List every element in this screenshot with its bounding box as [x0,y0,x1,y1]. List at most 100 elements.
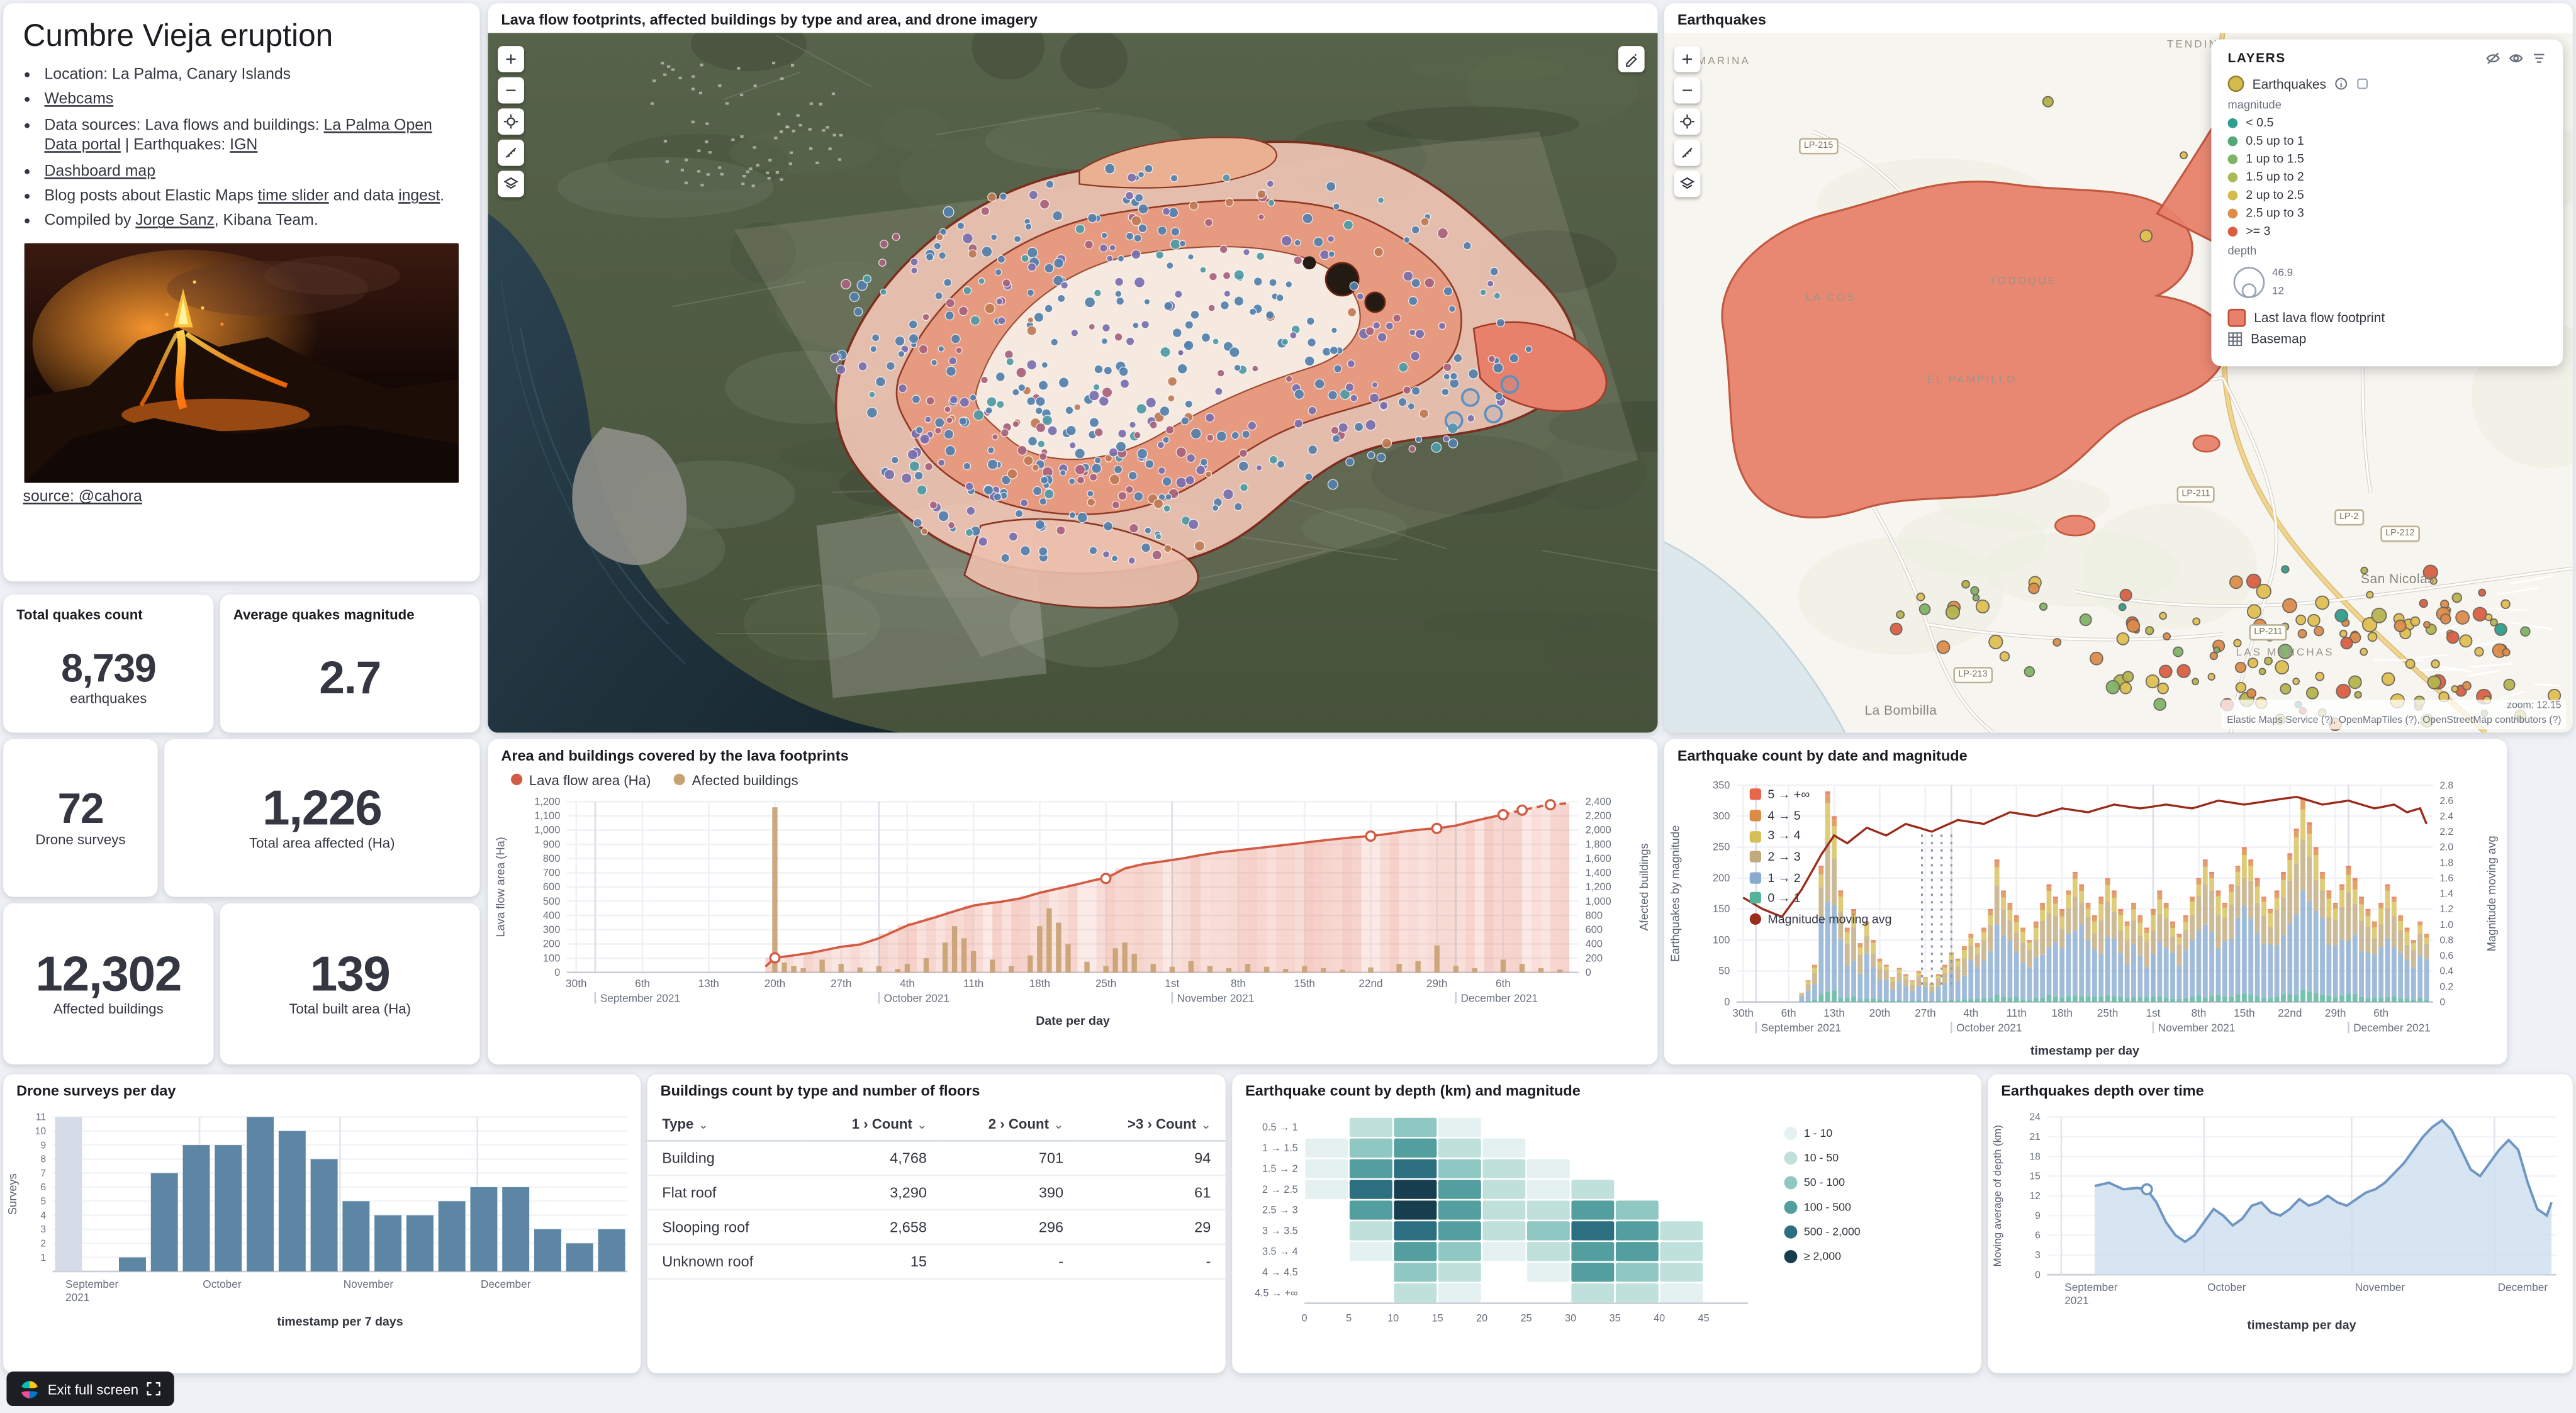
info-text: , Kibana Team. [214,212,318,231]
svg-text:40: 40 [1654,1312,1665,1324]
svg-text:2.8: 2.8 [2439,780,2453,791]
svg-text:12: 12 [2029,1190,2040,1201]
info-text: Data sources: Lava flows and buildings: [44,116,324,135]
legend-label: Afected buildings [692,771,798,788]
info-text: . [440,187,445,206]
edit-tools-icon [1626,53,1637,67]
legend-item[interactable]: Lava flow area (Ha) [511,772,651,788]
legend-item[interactable]: 5 → +∞ [1749,785,1892,804]
photo-source-link[interactable]: source: @cahora [23,488,142,506]
info-link[interactable]: Jorge Sanz [135,212,215,231]
magnitude-label: 0.5 up to 1 [2246,133,2304,148]
table-cell: 2,658 [805,1209,942,1245]
quake-magnitude-chart[interactable]: 0 50 100 150 200 250 300 350 0 0.2 0.4 0.6 0.8 1.0 1.2… [1664,768,2507,1064]
table-header[interactable]: 2 › Count ⌄ [941,1107,1078,1142]
legend-swatch [1749,871,1761,884]
legend-item[interactable]: 1 → 2 [1749,868,1892,887]
layer-checkbox-icon[interactable] [2356,77,2369,91]
table-header[interactable]: Type ⌄ [647,1107,805,1142]
svg-text:4: 4 [40,1210,46,1220]
magnitude-label: 2 up to 2.5 [2246,187,2304,203]
magnitude-class-row: < 0.5 [2227,115,2547,130]
show-layers-icon[interactable] [2509,51,2523,65]
metric-header: Average quakes magnitude [233,606,415,623]
svg-text:900: 900 [543,839,560,850]
table-cell: 29 [1078,1209,1226,1245]
magnitude-swatch [2227,171,2238,182]
map-tools-button[interactable] [1618,46,1645,72]
svg-text:2.0: 2.0 [2439,842,2453,852]
legend-label: Magnitude moving avg [1767,911,1892,926]
svg-text:Magnitude moving avg: Magnitude moving avg [2485,835,2498,951]
measure-button[interactable] [498,139,524,166]
svg-text:50: 50 [1718,965,1730,976]
depth-heatmap-chart[interactable]: 0.5 → 1 1 → 1.5 1.5 → 2 2 → 2.5 2.5 → 3 3 → 3… [1232,1103,1981,1366]
svg-text:1.4: 1.4 [2439,888,2453,899]
svg-text:600: 600 [543,881,560,893]
volcano-photo [23,243,461,484]
exit-fullscreen-button[interactable]: Exit full screen [6,1371,175,1407]
set-view-button[interactable] [1674,108,1701,135]
info-link[interactable]: La Palma Open Data portal [44,116,432,155]
svg-text:2.2: 2.2 [2439,827,2453,837]
table-cell: 94 [1078,1140,1226,1176]
layer-row-basemap[interactable]: Basemap [2228,332,2547,347]
info-link[interactable]: ingest [398,187,440,206]
svg-text:9: 9 [40,1140,46,1151]
table-header[interactable]: >3 › Count ⌄ [1078,1107,1226,1142]
metric-total-area: 1,226 Total area affected (Ha) [164,739,480,897]
zoom-in-button[interactable] [498,46,524,72]
svg-text:6: 6 [40,1182,46,1193]
svg-text:October: October [203,1277,242,1290]
info-icon[interactable] [2334,77,2348,91]
legend-item-moving-avg[interactable]: Magnitude moving avg [1749,910,1892,929]
panel-title: Area and buildings covered by the lava f… [501,747,849,764]
zoom-out-button[interactable] [498,77,524,104]
legend-item[interactable]: 0 → 1 [1749,889,1892,908]
layer-filter-icon[interactable] [2532,51,2546,65]
info-link[interactable]: Webcams [44,91,114,109]
svg-text:2 → 2.5: 2 → 2.5 [1262,1183,1298,1195]
layers-button[interactable] [1674,170,1701,198]
svg-text:November 2021: November 2021 [1177,991,1255,1004]
table-cell: 3,290 [805,1175,942,1210]
legend-item[interactable]: 3 → 4 [1749,827,1892,846]
legend-label: 4 → 5 [1767,807,1801,823]
zoom-in-button[interactable] [1674,46,1701,72]
metric-value: 8,739 [61,646,157,691]
zoom-out-button[interactable] [1674,77,1701,104]
info-link[interactable]: Dashboard map [44,162,156,181]
measure-button[interactable] [1674,139,1701,166]
buildings-table-panel: Buildings count by type and number of fl… [647,1074,1226,1373]
map-zoom-level: zoom: 12.15 [2507,701,2562,712]
svg-text:timestamp per day: timestamp per day [2030,1044,2139,1058]
lava-area-chart[interactable]: 0 100 200 300 400 500 600 700 800 900 1,000 1,100 1,… [488,788,1657,1051]
svg-text:1,800: 1,800 [1586,839,1611,850]
layer-row-lava-footprint[interactable]: Last lava flow footprint [2227,308,2547,327]
svg-text:2,000: 2,000 [1586,824,1611,835]
lava-area-chart-panel: Area and buildings covered by the lava f… [488,739,1658,1064]
svg-text:≥ 2,000: ≥ 2,000 [1804,1249,1841,1262]
layers-panel-title: LAYERS [2227,50,2286,66]
layers-button[interactable] [498,170,524,198]
depth-over-time-panel: Earthquakes depth over time 0 3 6 9 12 15 18 21… [1988,1074,2573,1373]
table-header[interactable]: 1 › Count ⌄ [805,1107,942,1142]
svg-text:timestamp per day: timestamp per day [2248,1318,2356,1332]
legend-item[interactable]: Afected buildings [673,771,798,788]
lava-map-canvas[interactable] [488,33,1658,733]
hide-layers-icon[interactable] [2485,51,2500,65]
legend-item[interactable]: 2 → 3 [1749,847,1892,866]
set-view-button[interactable] [498,108,524,135]
svg-text:22nd: 22nd [1358,977,1382,990]
legend-item[interactable]: 4 → 5 [1749,806,1892,825]
svg-text:13th: 13th [698,977,720,990]
magnitude-label: 2.5 up to 3 [2246,205,2304,220]
legend-label: 0 → 1 [1767,890,1801,905]
info-bullet: Compiled by Jorge Sanz, Kibana Team. [44,213,460,233]
info-link[interactable]: time slider [257,187,329,206]
info-link[interactable]: IGN [230,137,258,155]
layer-row-earthquakes[interactable]: Earthquakes [2227,75,2547,92]
